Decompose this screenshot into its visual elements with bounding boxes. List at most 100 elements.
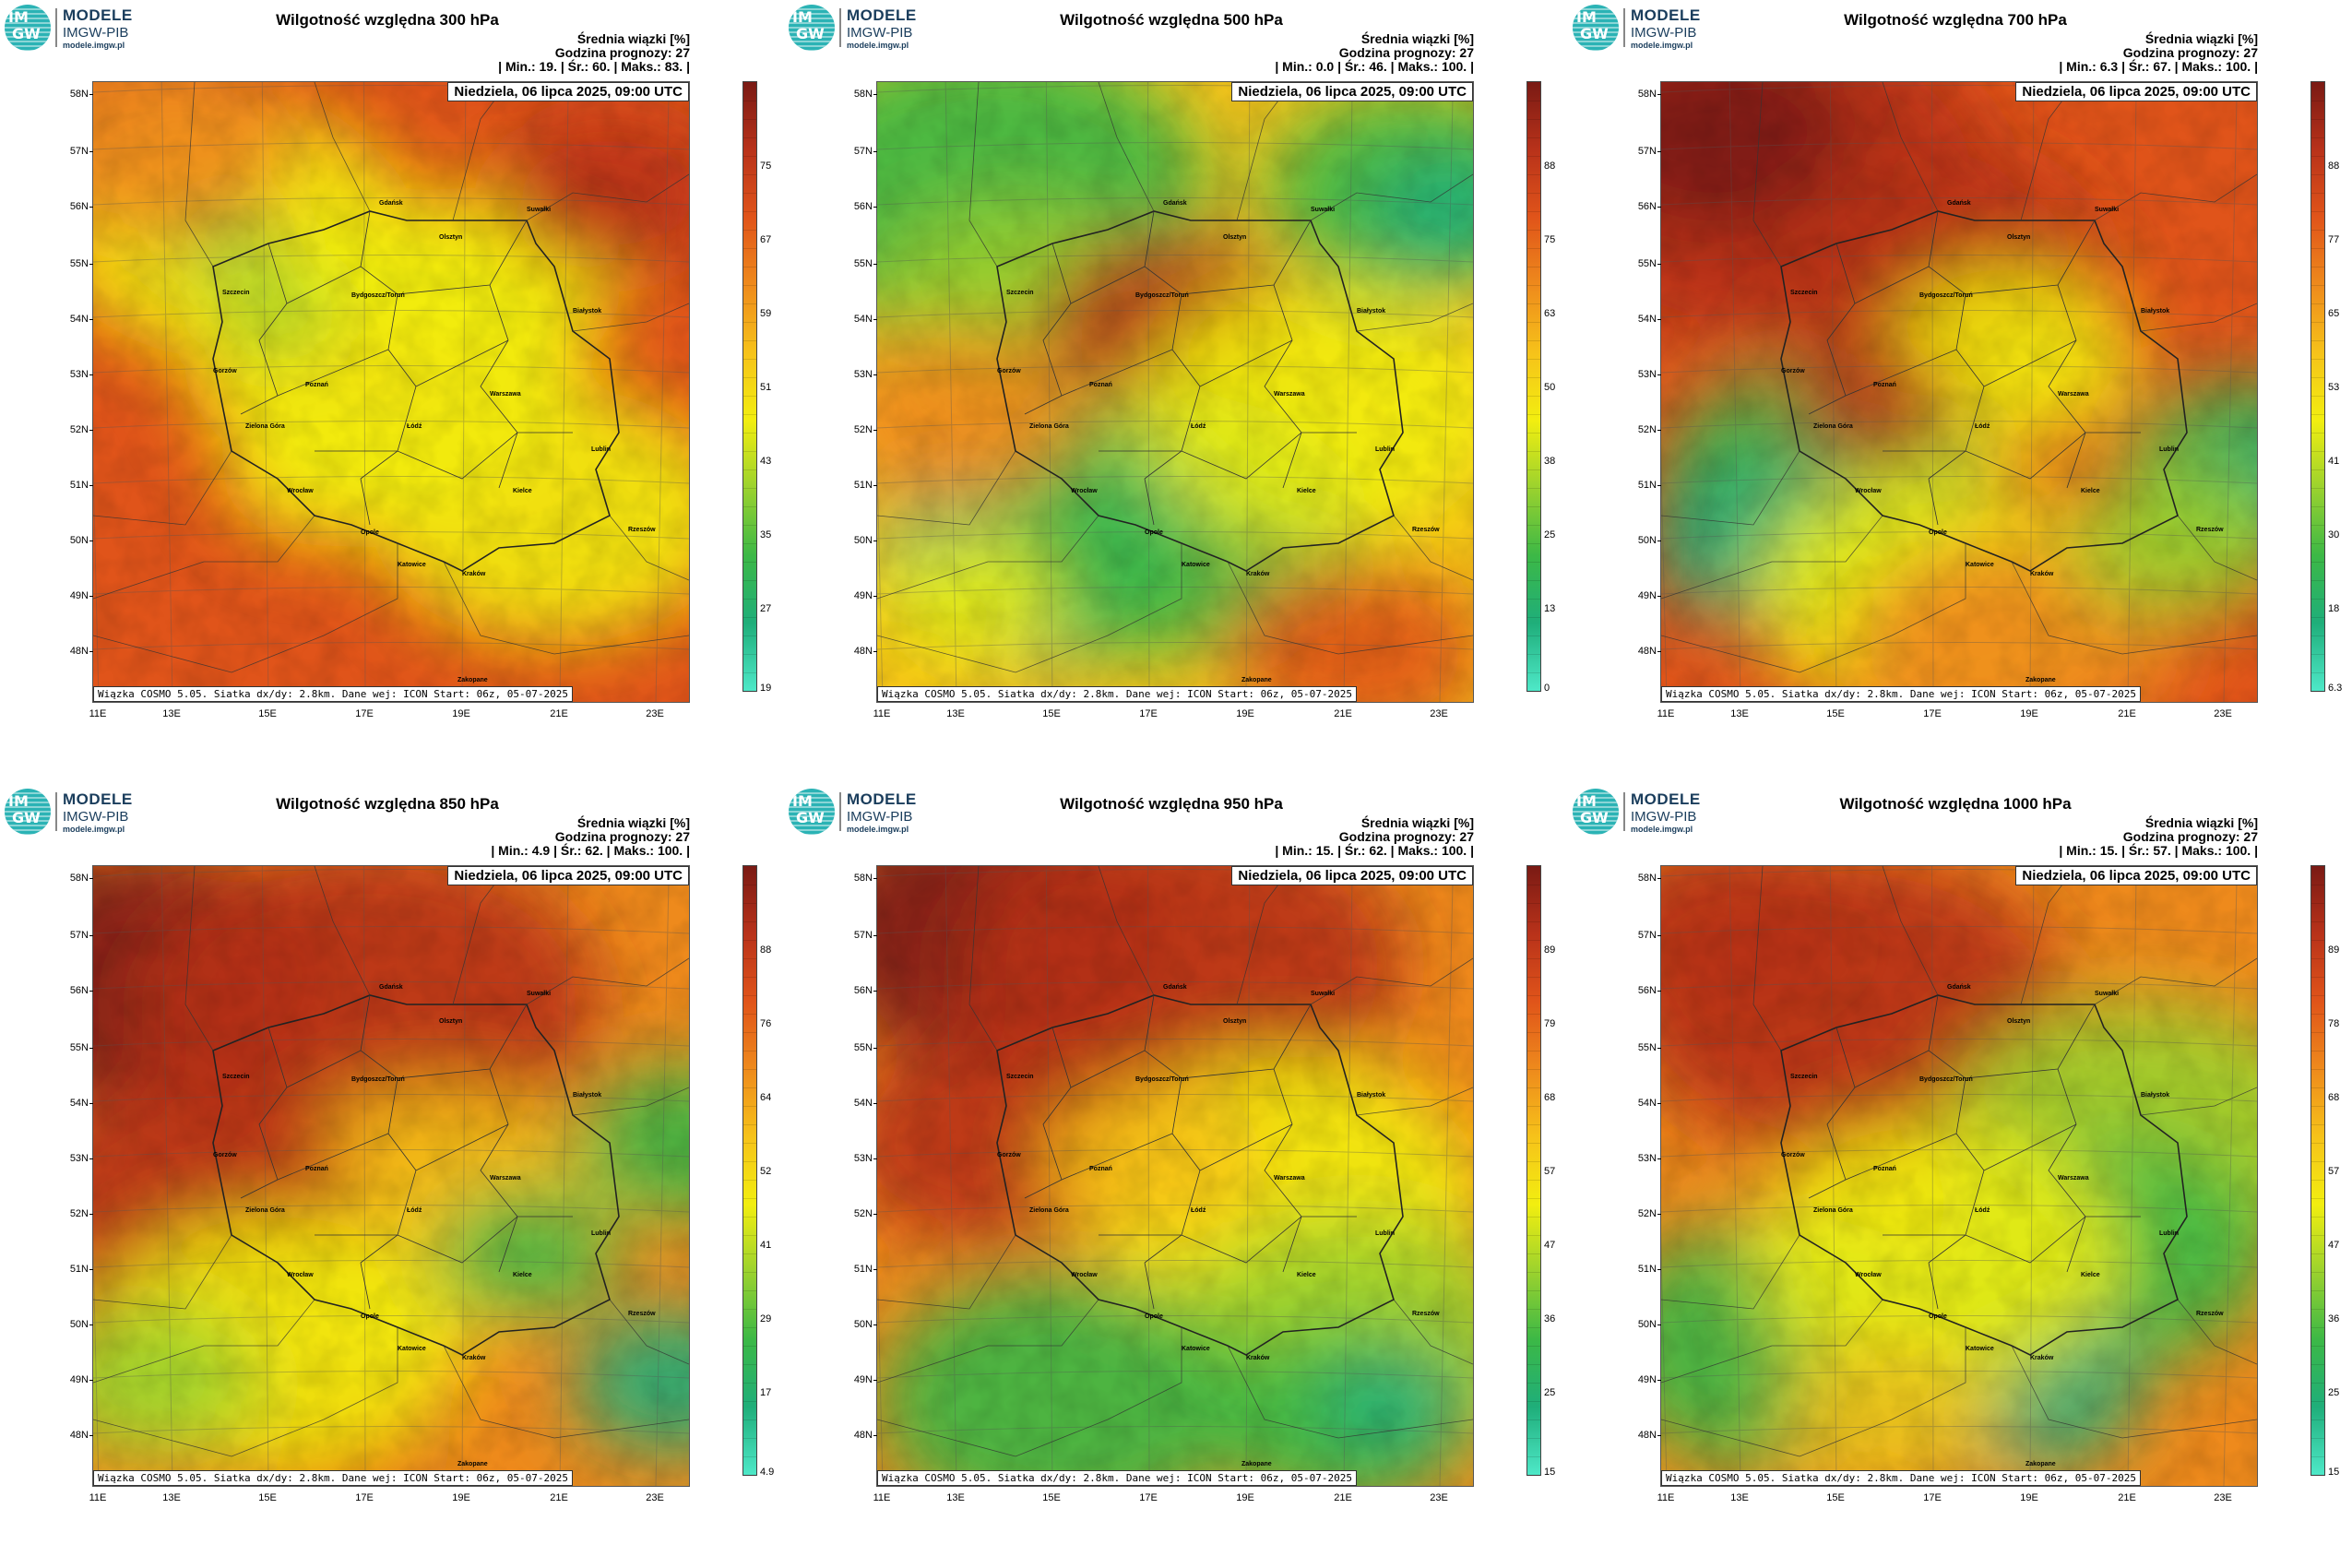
lat-tick-label: 56N [841,201,877,212]
lat-tick-mark [1657,1214,1661,1215]
colorbar-tick-label: 64 [760,1092,772,1103]
city-label: Zielona Góra [1813,1207,1853,1214]
lat-tick-mark [873,651,877,652]
lat-tick-label: 50N [841,1319,877,1330]
city-label: Łódź [407,1207,422,1214]
lat-tick-text: 52N [853,1208,873,1219]
lon-tick-label: 23E [646,1492,664,1503]
lat-tick-mark [89,1435,93,1436]
lat-tick-mark [873,207,877,208]
lon-tick-label: 17E [1139,708,1158,719]
colorbar-tick-label: 4.9 [760,1467,775,1478]
city-label: Białystok [573,1092,602,1099]
lat-tick-mark [89,374,93,375]
stats-line: | Min.: 19. | Śr.: 60. | Maks.: 83. | [498,59,690,74]
lat-tick-text: 58N [853,873,873,884]
lat-tick-label: 50N [57,535,93,546]
lat-tick-text: 54N [69,1098,89,1109]
valid-date-label: Niedziela, 06 lipca 2025, 09:00 UTC [447,866,689,885]
lat-tick-text: 55N [853,1042,873,1053]
imgw-logo: IM GW MODELE IMGW-PIB modele.imgw.pl [1573,789,1711,835]
lat-tick-mark [1657,1158,1661,1159]
logo-divider [55,8,57,47]
city-label: Zakopane [2025,677,2056,683]
lat-tick-mark [873,319,877,320]
lat-tick-mark [873,485,877,486]
colorbar-tick-label: 47 [1544,1240,1556,1251]
lat-tick-text: 49N [853,1374,873,1385]
lat-tick-label: 55N [1625,1042,1661,1053]
model-footer: Wiązka COSMO 5.05. Siatka dx/dy: 2.8km. … [1661,686,2141,702]
lat-tick-text: 56N [1637,985,1657,996]
lat-tick-text: 53N [1637,1153,1657,1164]
stats-line: | Min.: 15. | Śr.: 57. | Maks.: 100. | [2059,843,2258,858]
city-label: Zielona Góra [1813,423,1853,430]
lat-tick-text: 57N [69,146,89,157]
lat-tick-label: 58N [1625,89,1661,100]
colorbar-tick-label: 18 [2328,603,2340,614]
city-label: Katowice [1966,562,1994,568]
imgw-logo-icon: IM GW [1573,789,1619,835]
city-label: Gdańsk [1163,984,1187,991]
colorbar-tick-label: 29 [760,1313,772,1324]
lat-tick-label: 51N [57,1264,93,1275]
lat-tick-mark [873,1435,877,1436]
lon-tick-label: 21E [1334,1492,1352,1503]
city-label: Rzeszów [2196,1311,2224,1317]
city-label: Opole [361,529,379,536]
colorbar-tick-label: 43 [760,456,772,467]
imgw-logo-icon: IM GW [789,789,835,835]
colorbar-tick-label: 17 [760,1387,772,1398]
city-label: Gdańsk [1947,984,1971,991]
lon-tick-label: 17E [355,1492,374,1503]
lat-tick-label: 49N [841,1374,877,1385]
imgw-logo: IM GW MODELE IMGW-PIB modele.imgw.pl [1573,5,1711,51]
city-label: Kielce [513,488,532,494]
city-label: Opole [1929,1313,1947,1320]
city-label: Olsztyn [1223,234,1247,241]
lat-tick-label: 58N [841,873,877,884]
lat-tick-mark [1657,319,1661,320]
city-label: Zielona Góra [245,1207,285,1214]
colorbar [1526,865,1541,1476]
valid-date-label: Niedziela, 06 lipca 2025, 09:00 UTC [1231,82,1473,101]
lat-tick-mark [1657,596,1661,597]
colorbar-tick-label: 13 [1544,603,1556,614]
voivodeship-borders [1024,210,1357,526]
logo-title: MODELE [1631,6,1701,24]
forecast-hour: Godzina prognozy: 27 [1338,829,1474,844]
logo-mark-top: IM [1576,8,1597,26]
lat-tick-text: 52N [1637,1208,1657,1219]
lon-tick-label: 11E [1657,1492,1675,1503]
city-label: Suwałki [2095,991,2120,997]
chart-subtitle: Średnia wiązki [%] [2144,815,2258,830]
lat-tick-mark [89,540,93,541]
city-label: Wrocław [1071,1272,1098,1278]
lat-tick-text: 48N [1637,1430,1657,1441]
logo-subtitle: IMGW-PIB [63,809,129,825]
lat-tick-mark [1657,1269,1661,1270]
city-label: Rzeszów [1412,527,1440,533]
colorbar-tick-label: 25 [1544,1387,1556,1398]
forecast-hour: Godzina prognozy: 27 [2122,829,2258,844]
lat-tick-text: 55N [69,1042,89,1053]
lat-tick-label: 52N [841,1208,877,1219]
city-label: Suwałki [527,207,552,213]
lat-tick-text: 58N [69,873,89,884]
city-label: Kraków [462,571,486,577]
lon-tick-label: 23E [1430,1492,1448,1503]
city-label: Zakopane [457,1461,488,1467]
logo-url: modele.imgw.pl [847,41,909,50]
colorbar-tick-label: 57 [2328,1166,2340,1177]
lat-tick-label: 58N [57,89,93,100]
city-label: Poznań [305,1166,328,1172]
lat-lon-grid [877,82,1473,702]
lat-tick-text: 58N [1637,89,1657,100]
lat-tick-mark [873,151,877,152]
forecast-hour: Godzina prognozy: 27 [2122,45,2258,60]
colorbar-tick-label: 78 [2328,1018,2340,1029]
lat-tick-text: 55N [1637,1042,1657,1053]
colorbar-tick-label: 89 [2328,944,2340,956]
lat-tick-mark [89,430,93,431]
logo-title: MODELE [847,790,917,808]
